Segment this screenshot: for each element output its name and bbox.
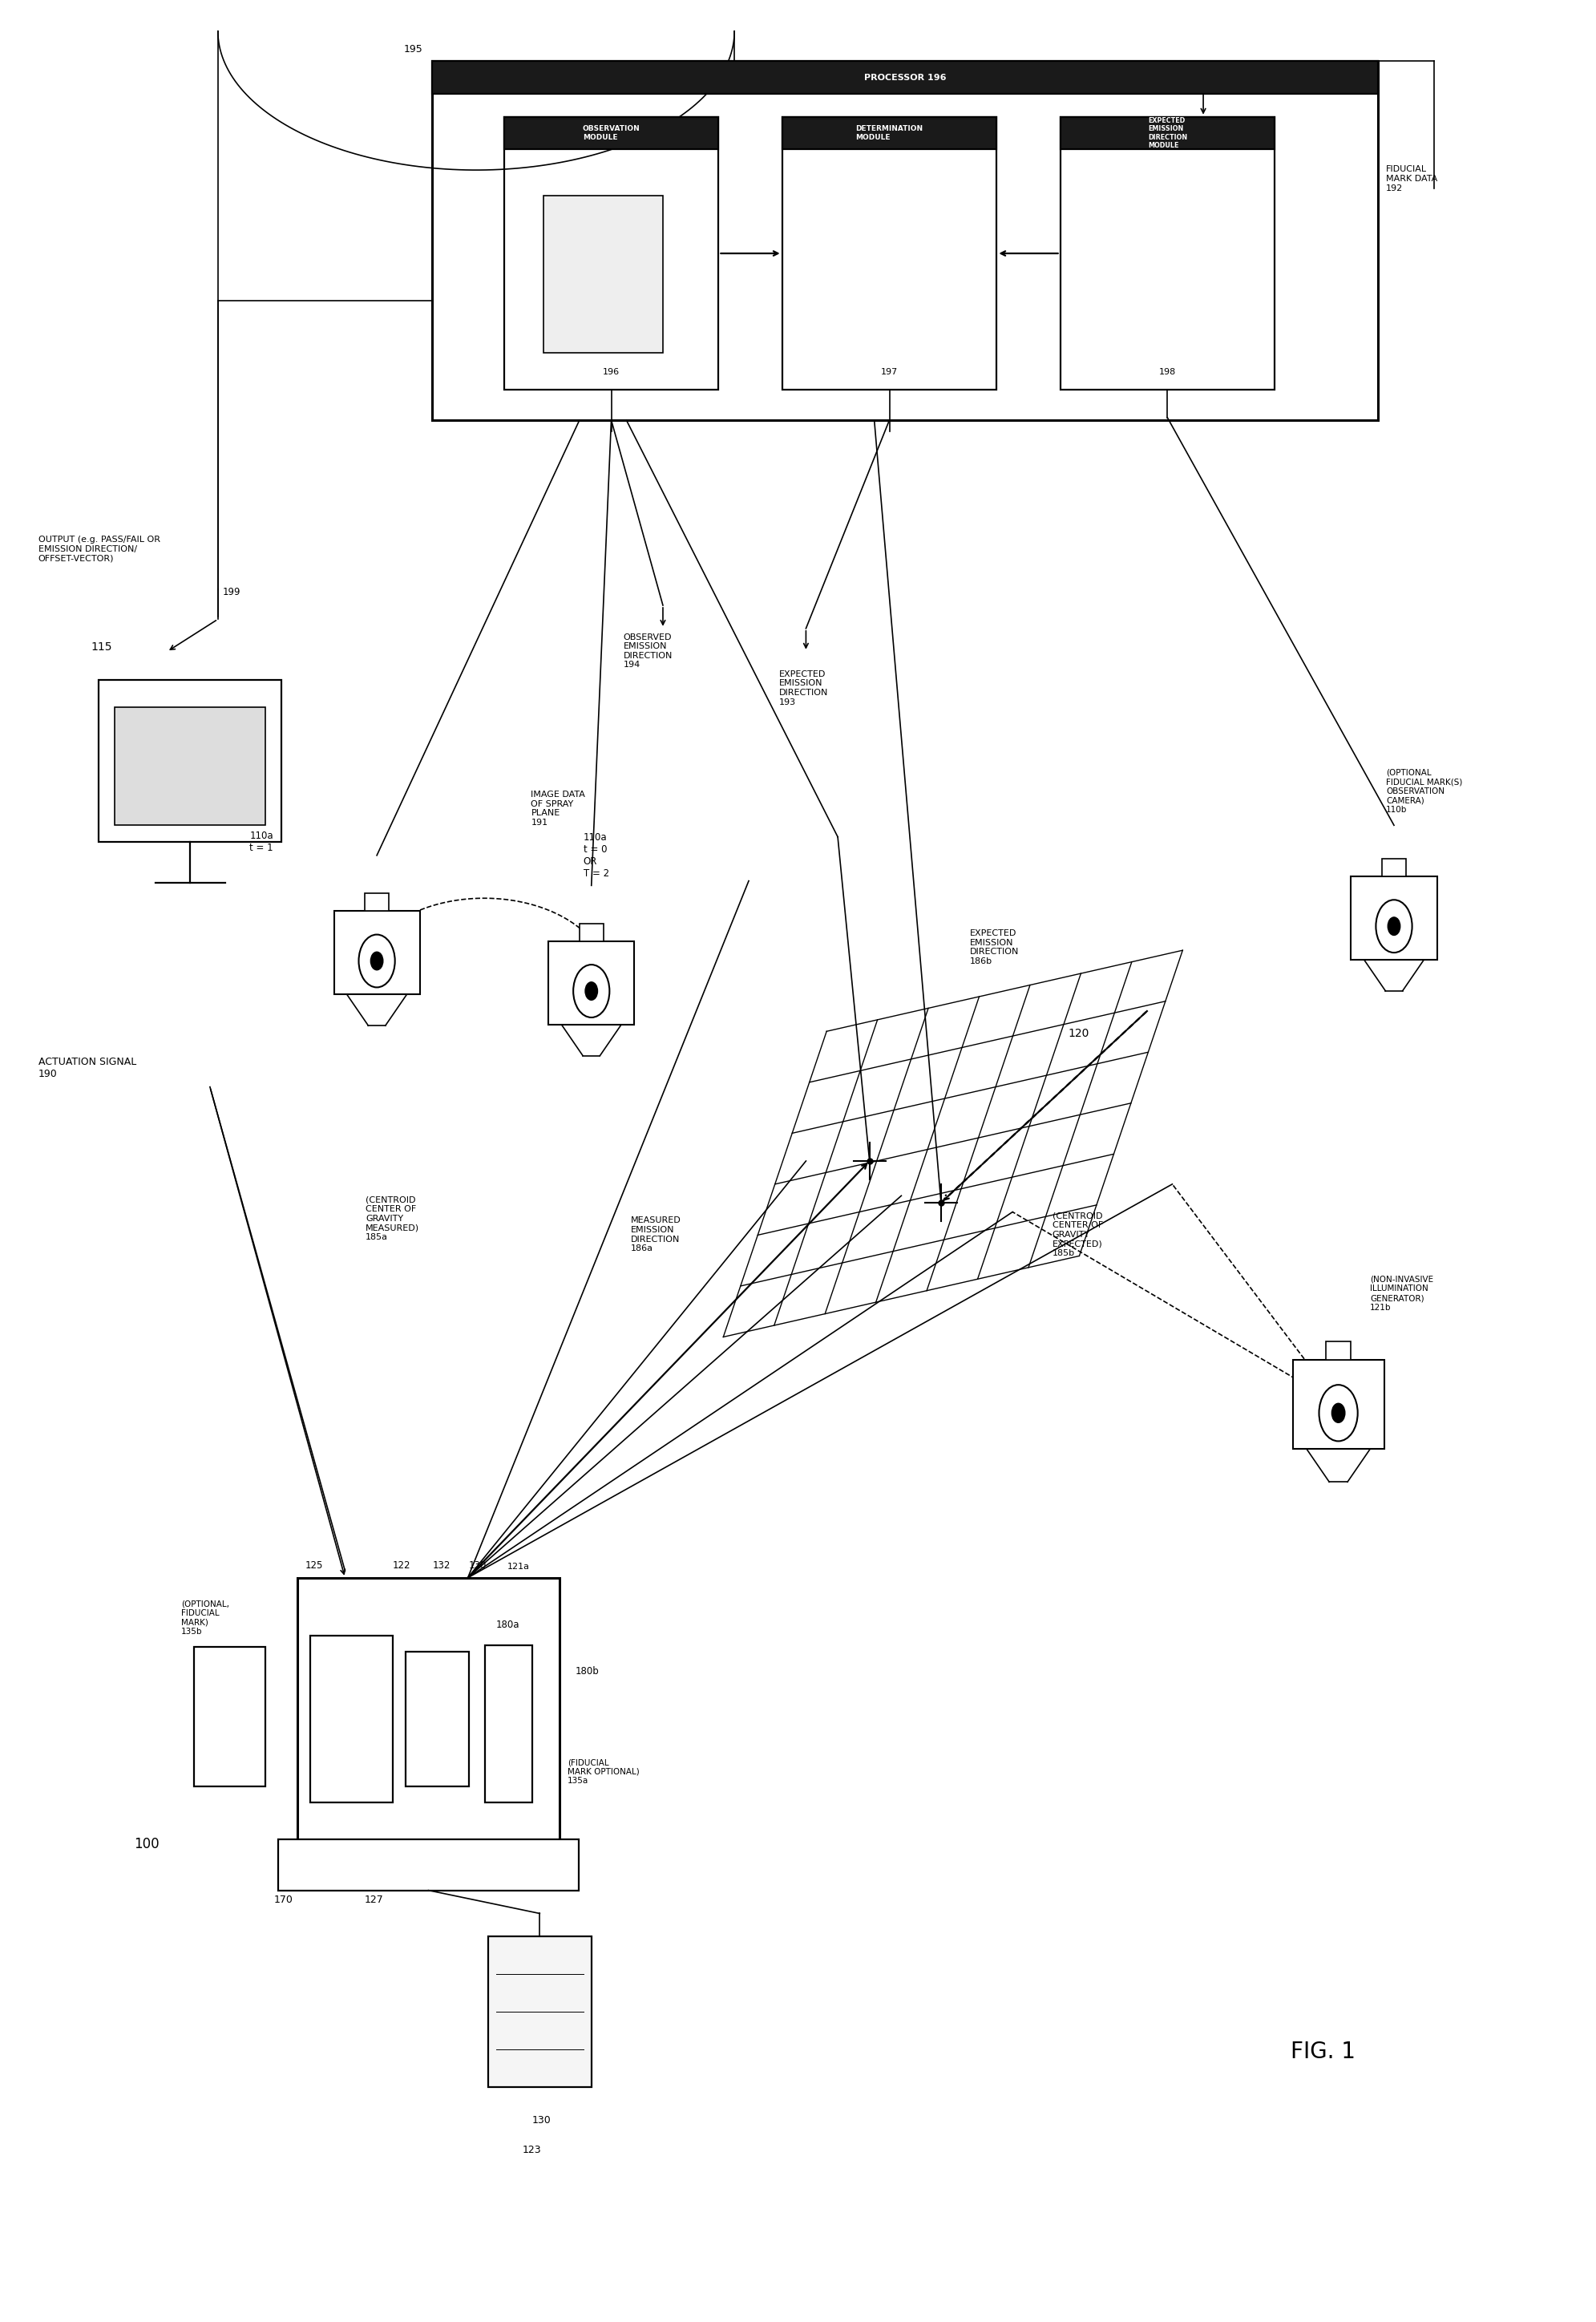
Text: 122: 122 [393, 1560, 410, 1570]
Text: FIG. 1: FIG. 1 [1291, 2041, 1355, 2064]
Text: 115: 115 [91, 641, 112, 652]
Bar [1382, 859, 1406, 875]
Text: DETERMINATION
MODULE: DETERMINATION MODULE [855, 125, 922, 142]
Text: 180b: 180b [576, 1665, 600, 1676]
Text: 127: 127 [364, 1895, 383, 1906]
Bar [334, 910, 420, 994]
Text: (CENTROID
CENTER OF
GRAVITY
EXPECTED)
185b: (CENTROID CENTER OF GRAVITY EXPECTED) 18… [1052, 1212, 1103, 1256]
Circle shape [586, 982, 597, 1001]
Text: EXPECTED
EMISSION
DIRECTION
193: EXPECTED EMISSION DIRECTION 193 [779, 671, 828, 706]
Circle shape [1331, 1402, 1345, 1423]
Bar [1060, 116, 1275, 390]
Bar [504, 116, 718, 390]
Text: EXPECTED
EMISSION
DIRECTION
186b: EXPECTED EMISSION DIRECTION 186b [970, 929, 1018, 966]
Text: 199: 199 [223, 587, 241, 597]
Text: (CENTROID
CENTER OF
GRAVITY
MEASURED)
185a: (CENTROID CENTER OF GRAVITY MEASURED) 18… [365, 1196, 420, 1240]
Bar [782, 116, 996, 390]
Bar [278, 1839, 579, 1890]
Bar [544, 195, 662, 353]
Text: 132: 132 [433, 1560, 450, 1570]
Bar [365, 894, 389, 910]
Bar [405, 1651, 469, 1786]
Bar [504, 116, 718, 149]
Circle shape [1389, 917, 1400, 936]
Bar [115, 708, 265, 824]
Text: 170: 170 [273, 1895, 292, 1906]
Bar [1293, 1361, 1384, 1449]
Text: ACTUATION SIGNAL
190: ACTUATION SIGNAL 190 [38, 1057, 136, 1080]
Text: 110a
t = 1: 110a t = 1 [249, 831, 273, 852]
Text: OBSERVED
EMISSION
DIRECTION
194: OBSERVED EMISSION DIRECTION 194 [622, 634, 672, 669]
Bar [1352, 875, 1436, 959]
Text: EXPECTED
EMISSION
DIRECTION
MODULE: EXPECTED EMISSION DIRECTION MODULE [1148, 116, 1187, 149]
Bar [433, 60, 1377, 420]
Text: (FIDUCIAL
MARK OPTIONAL)
135a: (FIDUCIAL MARK OPTIONAL) 135a [568, 1758, 640, 1786]
Text: PROCESSOR 196: PROCESSOR 196 [863, 74, 946, 81]
Text: 195: 195 [404, 44, 423, 53]
Text: 125: 125 [305, 1560, 324, 1570]
Circle shape [370, 952, 383, 971]
Bar [433, 60, 1377, 93]
Text: 100: 100 [134, 1837, 160, 1851]
Bar [195, 1646, 265, 1786]
Text: IMAGE DATA
OF SPRAY
PLANE
191: IMAGE DATA OF SPRAY PLANE 191 [531, 789, 586, 827]
Text: 110a
t = 0
OR
T = 2: 110a t = 0 OR T = 2 [584, 831, 610, 878]
Bar [1326, 1342, 1352, 1361]
Text: 130: 130 [531, 2115, 551, 2125]
Text: 198: 198 [1159, 369, 1176, 376]
Text: 121a: 121a [508, 1563, 530, 1570]
Text: (OPTIONAL,
FIDUCIAL
MARK)
135b: (OPTIONAL, FIDUCIAL MARK) 135b [182, 1600, 230, 1635]
Bar [1060, 116, 1275, 149]
Text: OUTPUT (e.g. PASS/FAIL OR
EMISSION DIRECTION/
OFFSET-VECTOR): OUTPUT (e.g. PASS/FAIL OR EMISSION DIREC… [38, 536, 160, 562]
Text: 180a: 180a [496, 1618, 520, 1630]
Bar [485, 1644, 533, 1802]
Text: 197: 197 [881, 369, 899, 376]
Bar [310, 1635, 393, 1802]
Text: MEASURED
EMISSION
DIRECTION
186a: MEASURED EMISSION DIRECTION 186a [630, 1217, 681, 1252]
Bar [579, 924, 603, 940]
Text: 196: 196 [603, 369, 619, 376]
Bar [99, 680, 281, 841]
Text: 130: 130 [469, 1560, 487, 1570]
Text: 120: 120 [1068, 1029, 1090, 1040]
Bar [782, 116, 996, 149]
Text: (OPTIONAL
FIDUCIAL MARK(S)
OBSERVATION
CAMERA)
110b: (OPTIONAL FIDUCIAL MARK(S) OBSERVATION C… [1385, 769, 1462, 813]
Text: (NON-INVASIVE
ILLUMINATION
GENERATOR)
121b: (NON-INVASIVE ILLUMINATION GENERATOR) 12… [1369, 1275, 1433, 1312]
Bar [488, 1937, 592, 2087]
Text: OBSERVATION
MODULE: OBSERVATION MODULE [583, 125, 640, 142]
Text: FIDUCIAL
MARK DATA
192: FIDUCIAL MARK DATA 192 [1385, 165, 1438, 193]
Bar [549, 940, 634, 1024]
Bar [297, 1577, 560, 1844]
Text: 123: 123 [522, 2146, 541, 2155]
